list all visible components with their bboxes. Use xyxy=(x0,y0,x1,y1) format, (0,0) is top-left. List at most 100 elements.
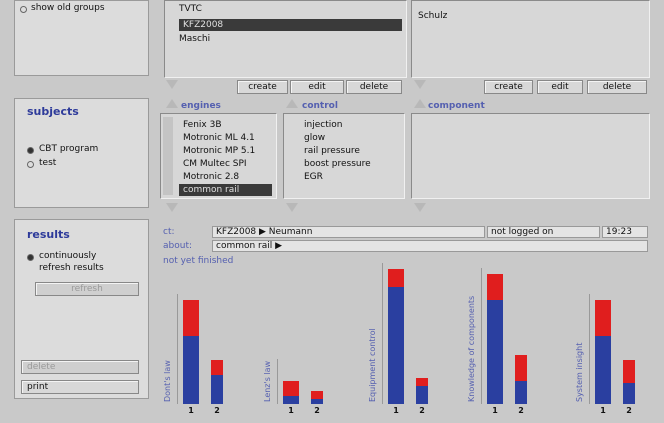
show-old-groups-radio[interactable] xyxy=(20,6,27,13)
refresh-button[interactable]: refresh xyxy=(35,282,139,296)
persons-list[interactable]: Schulz xyxy=(411,0,650,78)
chart-x-tick-label: 2 xyxy=(214,406,220,415)
engines-header: engines xyxy=(181,101,221,111)
not-finished-label: not yet finished xyxy=(163,256,234,266)
chart-group-label: Knowledge of components xyxy=(467,295,476,402)
list-item[interactable]: Motronic ML 4.1 xyxy=(183,133,255,143)
engines-list[interactable]: Fenix 3B Motronic ML 4.1 Motronic MP 5.1… xyxy=(160,113,277,199)
scroll-up-arrow-icon[interactable] xyxy=(414,99,426,108)
chart-scale-line xyxy=(382,262,383,404)
chart-bar-red xyxy=(487,274,503,300)
time-field: 19:23 xyxy=(602,226,648,238)
chart-bar-blue xyxy=(623,383,635,404)
subjects-title: subjects xyxy=(27,105,79,118)
continuously-refresh-radio[interactable] xyxy=(27,254,34,261)
chart-group-label: System insight xyxy=(575,342,584,402)
chart-bar-blue xyxy=(388,287,404,404)
ct-value-field: KFZ2008 ▶ Neumann xyxy=(212,226,485,238)
list-item[interactable]: EGR xyxy=(304,172,323,182)
component-header: component xyxy=(428,101,485,111)
scroll-down-arrow-icon[interactable] xyxy=(414,203,426,212)
about-label: about: xyxy=(163,241,192,251)
list-item[interactable]: CM Multec SPI xyxy=(183,159,247,169)
delete-person-button[interactable]: delete xyxy=(587,80,647,94)
chart-x-tick-label: 1 xyxy=(393,406,399,415)
print-button[interactable]: print xyxy=(21,380,139,394)
scroll-down-arrow-icon[interactable] xyxy=(166,203,178,212)
control-header: control xyxy=(302,101,338,111)
results-panel: results continuously refresh results ref… xyxy=(14,219,149,399)
chart-bar-blue xyxy=(416,385,428,404)
list-scrollbar[interactable] xyxy=(163,117,173,195)
list-item-selected[interactable]: KFZ2008 xyxy=(179,19,402,31)
edit-group-button[interactable]: edit xyxy=(290,80,344,94)
chart-group-label: Dont's law xyxy=(163,360,172,402)
edit-person-button[interactable]: edit xyxy=(537,80,583,94)
chart-bar-red xyxy=(416,378,428,386)
chart-bar-red xyxy=(595,300,611,337)
chart-x-tick-label: 2 xyxy=(518,406,524,415)
list-item[interactable]: Fenix 3B xyxy=(183,120,222,130)
delete-results-button[interactable]: delete xyxy=(21,360,139,374)
list-item[interactable]: Motronic MP 5.1 xyxy=(183,146,256,156)
chart-bar-blue xyxy=(283,396,299,404)
options-panel: show old groups xyxy=(14,0,149,76)
ct-label: ct: xyxy=(163,227,175,237)
chart-x-tick-label: 1 xyxy=(188,406,194,415)
chart-x-tick-label: 2 xyxy=(314,406,320,415)
chart-scale-line xyxy=(589,294,590,404)
list-item[interactable]: glow xyxy=(304,133,326,143)
continuously-label: continuously xyxy=(39,251,97,261)
chart-bar-blue xyxy=(211,375,223,404)
refresh-results-label: refresh results xyxy=(39,263,104,273)
cbt-program-radio[interactable] xyxy=(27,147,34,154)
chart-bar-blue xyxy=(311,398,323,404)
scroll-up-arrow-icon[interactable] xyxy=(286,99,298,108)
login-status-field: not logged on xyxy=(487,226,600,238)
chart-bar-red xyxy=(283,380,299,397)
show-old-groups-label: show old groups xyxy=(31,3,105,13)
scroll-down-arrow-icon[interactable] xyxy=(166,80,178,89)
chart-x-tick-label: 2 xyxy=(419,406,425,415)
scroll-down-arrow-icon[interactable] xyxy=(414,80,426,89)
component-list[interactable] xyxy=(411,113,650,199)
chart-group-label: Equipment control xyxy=(368,328,377,402)
scroll-down-arrow-icon[interactable] xyxy=(286,203,298,212)
create-group-button[interactable]: create xyxy=(237,80,288,94)
control-list[interactable]: injection glow rail pressure boost press… xyxy=(283,113,405,199)
list-item[interactable]: Maschi xyxy=(179,34,211,44)
chart-bar-red xyxy=(311,391,323,399)
list-item[interactable]: rail pressure xyxy=(304,146,360,156)
chart-bar-blue xyxy=(487,300,503,404)
list-item[interactable]: Motronic 2.8 xyxy=(183,172,240,182)
chart-scale-line xyxy=(177,294,178,404)
scroll-up-arrow-icon[interactable] xyxy=(166,99,178,108)
cbt-program-label: CBT program xyxy=(39,144,99,154)
delete-group-button[interactable]: delete xyxy=(346,80,402,94)
about-value-field: common rail ▶ xyxy=(212,240,648,252)
chart-scale-line xyxy=(277,359,278,404)
list-item[interactable]: injection xyxy=(304,120,343,130)
list-item-selected[interactable]: common rail xyxy=(179,184,272,196)
list-item[interactable]: boost pressure xyxy=(304,159,371,169)
test-label: test xyxy=(39,158,57,168)
chart-bar-blue xyxy=(515,380,527,404)
chart-scale-line xyxy=(481,268,482,404)
chart-bar-red xyxy=(183,300,199,337)
list-item[interactable]: Schulz xyxy=(418,11,448,21)
chart-bar-red xyxy=(388,268,404,287)
chart-bar-red xyxy=(623,359,635,384)
groups-list[interactable]: TVTC KFZ2008 Maschi xyxy=(164,0,407,78)
chart-x-tick-label: 2 xyxy=(626,406,632,415)
chart-bar-red xyxy=(211,359,223,376)
chart-bar-blue xyxy=(183,336,199,404)
create-person-button[interactable]: create xyxy=(484,80,533,94)
chart-x-tick-label: 1 xyxy=(288,406,294,415)
chart-group-label: Lenz's law xyxy=(263,360,272,402)
results-title: results xyxy=(27,228,70,241)
list-item[interactable]: TVTC xyxy=(179,4,202,14)
test-radio[interactable] xyxy=(27,161,34,168)
chart-x-tick-label: 1 xyxy=(492,406,498,415)
chart-bar-blue xyxy=(595,336,611,404)
chart-bar-red xyxy=(515,354,527,381)
